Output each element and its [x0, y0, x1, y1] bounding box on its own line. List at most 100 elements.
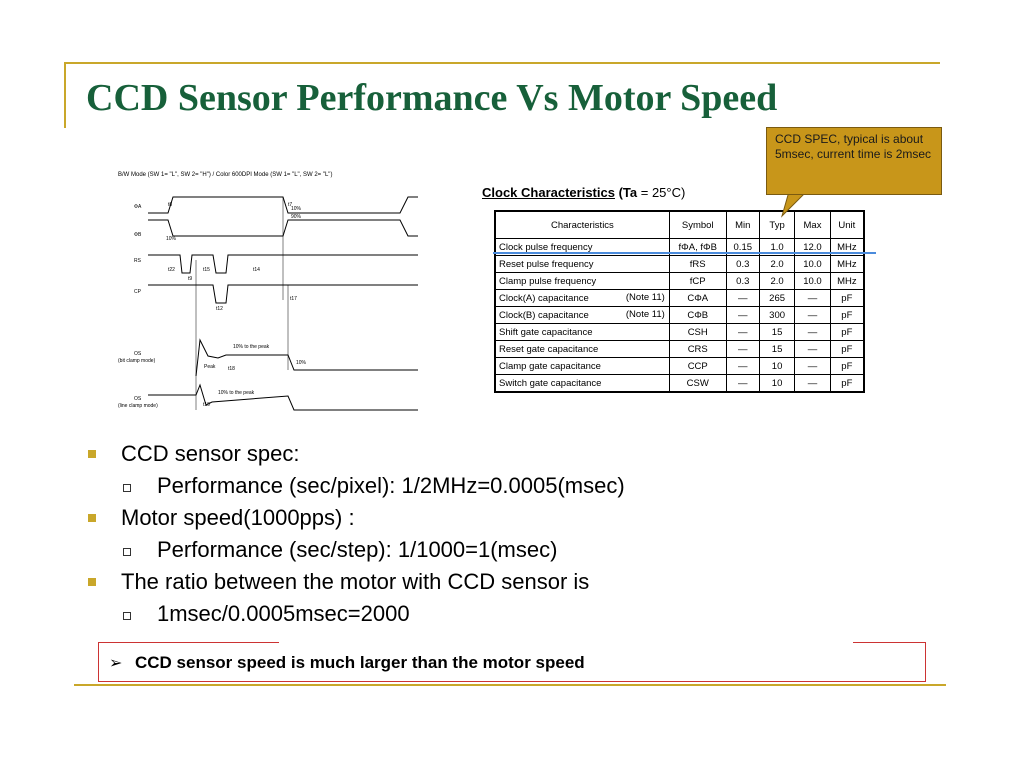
subbullet-ccd-performance: Performance (sec/pixel): 1/2MHz=0.0005(m…	[80, 470, 960, 502]
pct-10-mid: 10%	[166, 236, 177, 242]
pct-90: 90%	[291, 214, 302, 220]
clock-condition-open: (Ta	[618, 185, 638, 200]
max-cell: —	[794, 306, 831, 324]
subbullet-text: Performance (sec/step): 1/1000=1(msec)	[157, 537, 558, 562]
clock-characteristics-table: Characteristics Symbol Min Typ Max Unit …	[494, 210, 865, 393]
char-name: Clock(B) capacitance	[499, 309, 589, 321]
table-row: Switch gate capacitance CSW —10— pF	[494, 374, 865, 393]
subbullet-marker	[123, 548, 131, 556]
typ-cell: 15	[758, 340, 796, 358]
signal-phi1-label: ΦA	[134, 204, 142, 210]
clock-condition-value: = 25°C)	[637, 185, 686, 200]
table-header-row: Characteristics Symbol Min Typ Max Unit	[494, 210, 865, 239]
unit-cell: pF	[829, 340, 865, 358]
signal-os2-note: (line clamp mode)	[118, 403, 158, 409]
max-cell: —	[794, 323, 831, 341]
arrow-marker-icon: ➢	[109, 655, 123, 672]
timing-peak-label-2: 10% to the peak	[218, 390, 255, 396]
timing-peak-label-1: 10% to the peak	[233, 344, 270, 350]
min-cell: —	[725, 289, 760, 307]
bullet-motor-speed: Motor speed(1000pps) :	[80, 502, 960, 534]
unit-cell: pF	[829, 357, 865, 375]
bullet-text: The ratio between the motor with CCD sen…	[121, 569, 590, 594]
subbullet-ratio-value: 1msec/0.0005msec=2000	[80, 598, 960, 630]
max-cell: —	[794, 289, 831, 307]
typ-cell: 265	[758, 289, 796, 307]
unit-cell: MHz	[829, 255, 865, 273]
timing-t19: t19	[203, 402, 210, 408]
min-cell: 0.3	[725, 255, 760, 273]
unit-cell: pF	[829, 374, 865, 393]
max-cell: 10.0	[794, 272, 831, 290]
typ-cell: 300	[758, 306, 796, 324]
col-characteristics: Characteristics	[494, 210, 670, 239]
char-cell: Clock(B) capacitance (Note 11)	[494, 306, 670, 324]
min-cell: —	[725, 306, 760, 324]
unit-cell: pF	[829, 323, 865, 341]
bullet-text: CCD sensor spec:	[121, 441, 300, 466]
char-cell: Shift gate capacitance	[494, 323, 670, 341]
timing-t15: t15	[203, 267, 210, 273]
min-cell: 0.3	[725, 272, 760, 290]
char-name: Clamp pulse frequency	[499, 275, 597, 287]
subbullet-text: Performance (sec/pixel): 1/2MHz=0.0005(m…	[157, 473, 625, 498]
char-cell: Reset pulse frequency	[494, 255, 670, 273]
typ-cell: 2.0	[758, 272, 796, 290]
signal-os2-label: OS	[134, 396, 142, 402]
bullet-marker	[88, 578, 96, 586]
timing-t14: t14	[253, 267, 260, 273]
timing-mode-header: B/W Mode (SW 1= "L", SW 2= "H") / Color …	[118, 172, 332, 178]
subbullet-marker	[123, 612, 131, 620]
char-name: Clock(A) capacitance	[499, 292, 589, 304]
unit-cell: pF	[829, 289, 865, 307]
timing-peak: Peak	[204, 364, 216, 370]
table-row: Reset pulse frequency fRS 0.3 2.0 10.0 MHz	[494, 255, 865, 273]
col-symbol: Symbol	[668, 210, 727, 239]
highlight-line	[493, 252, 876, 254]
pct-10-top: 10%	[291, 206, 302, 212]
signal-os1-note: (bit clamp mode)	[118, 358, 156, 364]
min-cell: —	[725, 374, 760, 393]
top-rule	[64, 62, 940, 64]
slide-title: CCD Sensor Performance Vs Motor Speed	[86, 77, 778, 119]
table-row: Shift gate capacitance CSH —15— pF	[494, 323, 865, 341]
callout-note: CCD SPEC, typical is about 5msec, curren…	[766, 127, 942, 195]
bottom-rule	[74, 684, 946, 686]
timing-t17: t17	[290, 296, 297, 302]
table-row: Clamp gate capacitance CCP —10— pF	[494, 357, 865, 375]
signal-cp-label: CP	[134, 289, 142, 295]
typ-cell: 15	[758, 323, 796, 341]
timing-t7: t7	[288, 202, 292, 208]
signal-os1-label: OS	[134, 351, 142, 357]
max-cell: 10.0	[794, 255, 831, 273]
max-cell: —	[794, 357, 831, 375]
table-row: Clock(B) capacitance (Note 11) CΦB —300— pF	[494, 306, 865, 324]
unit-cell: MHz	[829, 272, 865, 290]
callout-tail	[780, 188, 811, 218]
typ-cell: 10	[758, 374, 796, 393]
col-min: Min	[725, 210, 760, 239]
char-name: Clock pulse frequency	[499, 241, 593, 253]
timing-t18: t18	[228, 366, 235, 372]
char-name: Reset gate capacitance	[499, 343, 599, 355]
char-name: Clamp gate capacitance	[499, 360, 601, 372]
conclusion-text: CCD sensor speed is much larger than the…	[135, 653, 585, 672]
conclusion-border-gap	[279, 641, 853, 644]
timing-10pct: 10%	[296, 360, 307, 366]
timing-t9: t9	[188, 276, 192, 282]
bullet-ratio: The ratio between the motor with CCD sen…	[80, 566, 960, 598]
col-unit: Unit	[829, 210, 865, 239]
bullet-list: CCD sensor spec: Performance (sec/pixel)…	[80, 438, 960, 630]
subbullet-motor-performance: Performance (sec/step): 1/1000=1(msec)	[80, 534, 960, 566]
min-cell: —	[725, 357, 760, 375]
char-cell: Switch gate capacitance	[494, 374, 670, 393]
typ-cell: 2.0	[758, 255, 796, 273]
table-row: Clamp pulse frequency fCP 0.3 2.0 10.0 MHz	[494, 272, 865, 290]
signal-rs-label: RS	[134, 258, 142, 264]
table-row: Clock pulse frequency fΦA, fΦB 0.15 1.0 12.0…	[494, 238, 865, 256]
max-cell: —	[794, 340, 831, 358]
timing-t22: t22	[168, 267, 175, 273]
left-rule	[64, 62, 66, 128]
char-note: (Note 11)	[625, 309, 665, 320]
timing-diagram: B/W Mode (SW 1= "L", SW 2= "H") / Color …	[108, 160, 458, 430]
